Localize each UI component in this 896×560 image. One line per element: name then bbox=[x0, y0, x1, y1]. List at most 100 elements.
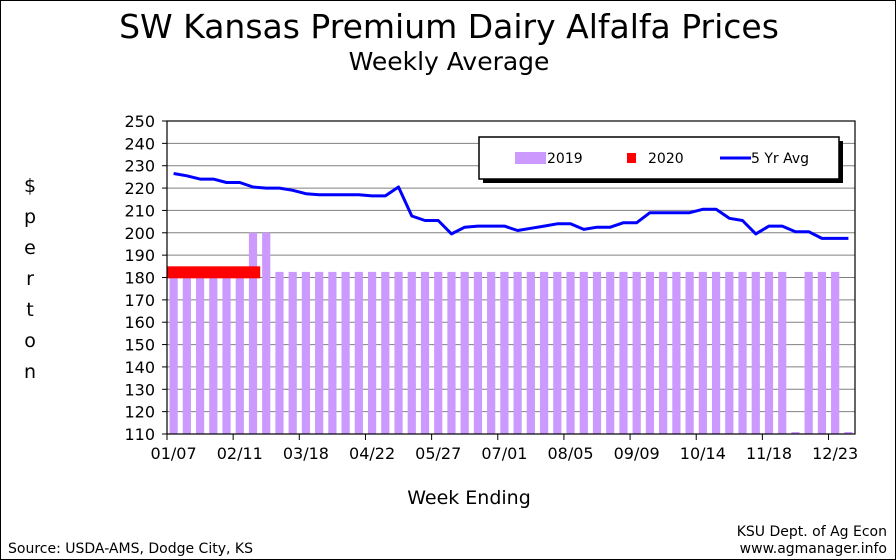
x-tick-label: 08/05 bbox=[547, 444, 593, 463]
legend-swatch-2020 bbox=[627, 153, 636, 163]
y-tick-label: 110 bbox=[124, 425, 155, 444]
line-5yr-avg bbox=[173, 172, 849, 240]
plot-border bbox=[166, 120, 856, 435]
bar-2019 bbox=[685, 271, 694, 434]
bar-2019 bbox=[288, 271, 297, 434]
bar-2019 bbox=[566, 271, 575, 434]
bar-2019 bbox=[513, 271, 522, 434]
bar-2020 bbox=[246, 266, 261, 279]
chart-plot: 110 120 130 140 150 160 170 180 190 200 210 220 230 2… bbox=[124, 112, 858, 463]
bar-2020 bbox=[193, 266, 208, 279]
y-axis-label-char: t bbox=[26, 299, 34, 321]
x-tick-label: 03/18 bbox=[283, 444, 329, 463]
y-tick-label: 200 bbox=[124, 224, 155, 243]
bar-2019 bbox=[804, 271, 813, 434]
bar-2019 bbox=[817, 271, 827, 434]
x-tick-label: 12/23 bbox=[812, 444, 858, 463]
bar-2019 bbox=[367, 271, 377, 434]
bar-2019 bbox=[195, 271, 205, 434]
y-tick-label: 220 bbox=[124, 179, 155, 198]
bar-2019 bbox=[301, 271, 311, 434]
chart-title: SW Kansas Premium Dairy Alfalfa Prices bbox=[119, 7, 779, 46]
x-tick-label: 05/27 bbox=[415, 444, 461, 463]
bar-2019 bbox=[169, 271, 178, 434]
bar-2019 bbox=[751, 271, 760, 434]
credit-line-2: www.agmanager.info bbox=[739, 541, 887, 557]
y-axis-label-char: r bbox=[26, 268, 34, 290]
legend-label-5yr-avg: 5 Yr Avg bbox=[751, 151, 809, 167]
y-tick-label: 190 bbox=[124, 246, 155, 265]
x-tick-label: 11/18 bbox=[746, 444, 792, 463]
bar-2019 bbox=[209, 271, 218, 434]
bar-2019 bbox=[447, 271, 456, 434]
bar-2019 bbox=[473, 271, 483, 434]
bar-2019 bbox=[354, 271, 363, 434]
bar-2019 bbox=[725, 271, 734, 434]
bar-2019 bbox=[764, 271, 774, 434]
bar-2019 bbox=[328, 271, 337, 434]
bar-2019 bbox=[275, 271, 284, 434]
bar-2019 bbox=[831, 271, 840, 434]
y-tick-label: 240 bbox=[124, 134, 155, 153]
y-tick-label: 130 bbox=[124, 380, 155, 399]
y-tick-label: 230 bbox=[124, 157, 155, 176]
legend-label-2019: 2019 bbox=[547, 151, 583, 167]
bar-2020 bbox=[206, 266, 221, 279]
bar-2019 bbox=[606, 271, 615, 434]
y-tick-label: 180 bbox=[124, 269, 155, 288]
bar-2019 bbox=[315, 271, 324, 434]
bar-2019 bbox=[659, 271, 668, 434]
bar-2019 bbox=[235, 271, 244, 434]
bar-2019 bbox=[844, 432, 853, 434]
x-axis-label: Week Ending bbox=[407, 487, 531, 509]
y-tick-label: 140 bbox=[124, 358, 155, 377]
y-axis-label-char: $ bbox=[23, 175, 37, 197]
bar-2019 bbox=[619, 271, 628, 434]
bar-2019 bbox=[711, 271, 721, 434]
x-tick-label: 04/22 bbox=[349, 444, 395, 463]
bar-2019 bbox=[500, 271, 509, 434]
bar-2019 bbox=[407, 271, 416, 434]
bar-2020 bbox=[219, 266, 234, 279]
x-tick-label: 10/14 bbox=[680, 444, 726, 463]
bar-2019 bbox=[487, 271, 496, 434]
bar-2019 bbox=[526, 271, 535, 434]
bar-2019 bbox=[262, 232, 271, 434]
legend-swatch-2019 bbox=[515, 152, 546, 164]
bar-2019 bbox=[434, 271, 443, 434]
x-tick-label: 09/09 bbox=[614, 444, 660, 463]
bar-2019 bbox=[778, 271, 787, 434]
bar-2019 bbox=[394, 271, 403, 434]
y-axis-label-char: n bbox=[23, 361, 37, 383]
bar-2019 bbox=[420, 271, 430, 434]
y-tick-label: 120 bbox=[124, 403, 155, 422]
y-axis-label-char: e bbox=[24, 237, 36, 259]
y-tick-label: 250 bbox=[124, 112, 155, 131]
bar-2019 bbox=[632, 271, 641, 434]
y-tick-label: 160 bbox=[124, 313, 155, 332]
bar-2019 bbox=[182, 271, 191, 434]
bar-2019 bbox=[645, 271, 655, 434]
bar-2019 bbox=[738, 271, 747, 434]
legend-label-2020: 2020 bbox=[648, 151, 684, 167]
bar-2019 bbox=[341, 271, 350, 434]
y-axis-label-char: p bbox=[23, 206, 37, 228]
x-tick-label: 07/01 bbox=[481, 444, 527, 463]
bar-2019 bbox=[579, 271, 588, 434]
bar-2019 bbox=[698, 271, 707, 434]
bar-2019 bbox=[592, 271, 602, 434]
x-tick-label: 01/07 bbox=[151, 444, 197, 463]
bar-2020 bbox=[167, 266, 181, 279]
source-note: Source: USDA-AMS, Dodge City, KS bbox=[8, 541, 253, 557]
bar-2019 bbox=[222, 271, 231, 434]
credit-line-1: KSU Dept. of Ag Econ bbox=[736, 524, 887, 540]
bar-2019 bbox=[381, 271, 390, 434]
bar-2020 bbox=[180, 266, 195, 279]
chart-subtitle: Weekly Average bbox=[348, 47, 550, 76]
bar-2019 bbox=[460, 271, 469, 434]
y-axis-label: $ p e r t o n bbox=[17, 171, 43, 388]
bar-2020 bbox=[233, 266, 247, 279]
x-tick-label: 02/11 bbox=[217, 444, 263, 463]
bar-2019 bbox=[672, 271, 681, 434]
